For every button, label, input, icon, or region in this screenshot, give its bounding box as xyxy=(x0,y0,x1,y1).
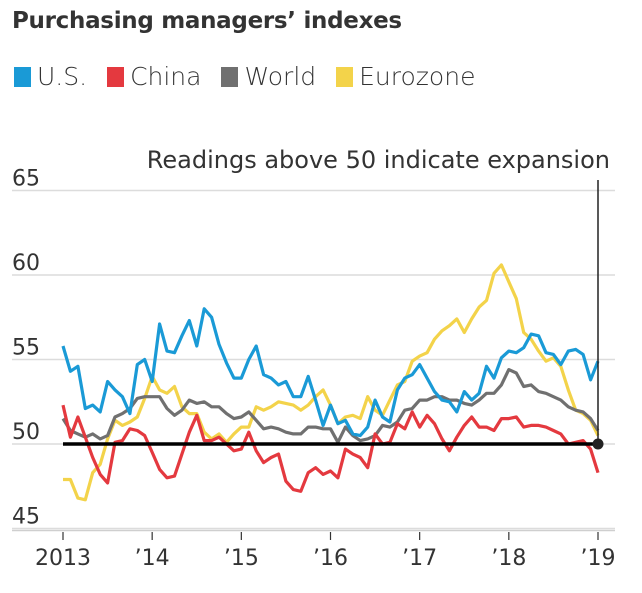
legend-item-eurozone: Eurozone xyxy=(336,62,475,91)
legend-item-world: World xyxy=(221,62,316,91)
legend-label: China xyxy=(130,62,202,91)
legend: U.S. China World Eurozone xyxy=(14,62,475,91)
legend-item-us: U.S. xyxy=(14,62,87,91)
x-tick-label: ’15 xyxy=(224,546,259,571)
series-line-world xyxy=(61,368,600,444)
y-tick-label: 45 xyxy=(12,505,40,530)
y-tick-label: 50 xyxy=(12,420,40,445)
y-tick-label: 55 xyxy=(12,336,40,361)
x-tick-label: ’19 xyxy=(581,546,616,571)
legend-label: World xyxy=(244,62,317,91)
x-tick-label: 2013 xyxy=(35,546,91,571)
series-line-us xyxy=(61,307,600,438)
legend-label: Eurozone xyxy=(359,62,476,91)
series-line-china xyxy=(61,404,600,493)
y-tick-label: 65 xyxy=(12,167,40,192)
legend-swatch xyxy=(14,66,31,87)
legend-swatch xyxy=(107,66,125,87)
legend-swatch xyxy=(221,66,239,87)
annotation-text: Readings above 50 indicate expansion xyxy=(147,146,610,174)
chart-title: Purchasing managers’ indexes xyxy=(12,8,402,34)
x-tick-label: ’16 xyxy=(313,546,348,571)
x-tick-label: ’17 xyxy=(402,546,437,571)
series-line-eurozone xyxy=(63,263,600,502)
legend-swatch xyxy=(336,66,354,87)
annotation-dot xyxy=(592,438,604,450)
y-tick-label: 60 xyxy=(12,251,40,276)
legend-label: U.S. xyxy=(37,62,88,91)
legend-item-china: China xyxy=(107,62,201,91)
x-tick-label: ’14 xyxy=(135,546,170,571)
x-tick-label: ’18 xyxy=(491,546,526,571)
